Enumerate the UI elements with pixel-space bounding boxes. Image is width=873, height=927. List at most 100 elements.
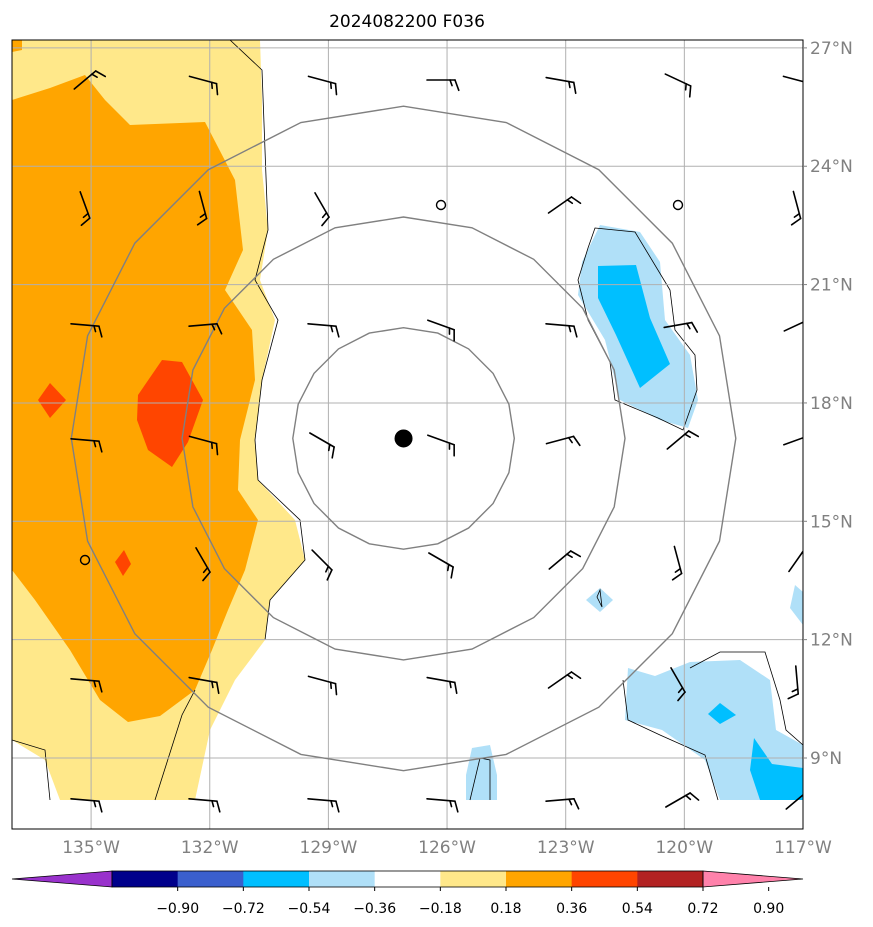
wind-barb — [547, 671, 582, 689]
positive-anomaly-strong-region — [137, 360, 203, 467]
wind-barb — [314, 192, 330, 227]
wind-barb — [307, 797, 340, 813]
latitude-label: 18°N — [810, 394, 853, 414]
wind-barb — [426, 79, 460, 92]
wind-barb — [196, 190, 208, 226]
map-title: 2024082200 F036 — [329, 12, 485, 32]
colorbar-tick-label: 0.36 — [556, 901, 587, 917]
wind-barb — [70, 322, 103, 338]
wind-barb — [188, 435, 219, 456]
range-ring — [181, 216, 626, 661]
colorbar: −0.90 −0.72 −0.54 −0.36 −0.18 0.18 0.36 0.54 0.7… — [11, 870, 804, 917]
longitude-label: 117°W — [774, 838, 832, 858]
wind-barb — [545, 435, 581, 447]
storm-center-marker — [394, 429, 413, 448]
negative-anomaly-small-patch — [586, 588, 613, 612]
wind-barb — [782, 75, 803, 83]
colorbar-tick-label: −0.90 — [156, 901, 199, 917]
negative-anomaly-core-ne — [598, 265, 670, 388]
negative-anomaly-core-spot — [708, 703, 736, 724]
wind-barb — [547, 196, 582, 214]
wind-barb — [195, 547, 211, 582]
colorbar-bin — [506, 871, 573, 887]
wind-barb — [788, 550, 803, 573]
latitude-label: 24°N — [810, 157, 853, 177]
calm-wind-marker — [79, 554, 91, 566]
colorbar-tick-label: −0.72 — [222, 901, 265, 917]
wind-barb — [307, 322, 340, 338]
negative-anomaly-south-patch — [466, 745, 497, 800]
wind-barb — [311, 549, 333, 581]
colorbar-extend-high — [702, 870, 804, 888]
latitude-label: 12°N — [810, 631, 853, 651]
wind-barb — [188, 322, 223, 335]
colorbar-bin — [112, 871, 179, 887]
wind-barb — [664, 73, 692, 98]
wind-barb — [70, 677, 103, 693]
colorbar-tick-label: −0.18 — [419, 901, 462, 917]
map-panel — [12, 40, 803, 829]
latitude-label: 21°N — [810, 276, 853, 296]
contour-lines — [12, 40, 803, 801]
map-frame — [11, 39, 804, 830]
latitude-label: 27°N — [810, 39, 853, 59]
wind-barb — [790, 190, 802, 226]
latitude-label: 15°N — [810, 512, 853, 532]
negative-anomaly-east-edge — [790, 585, 803, 625]
colorbar-tick-label: 0.54 — [622, 901, 653, 917]
wind-barb — [70, 437, 103, 453]
colorbar-bin — [374, 871, 441, 887]
wind-barb — [783, 321, 803, 332]
negative-anomaly-core-se — [750, 738, 803, 800]
wind-barb — [787, 665, 800, 700]
colorbar-bin — [571, 871, 638, 887]
colorbar-tick-label: 0.90 — [753, 901, 784, 917]
longitude-label: 132°W — [181, 838, 239, 858]
wind-barb — [307, 75, 338, 96]
colorbar-tick-label: 0.18 — [490, 901, 521, 917]
calm-wind-marker — [672, 199, 684, 211]
wind-barb — [548, 550, 582, 570]
wind-barb — [665, 792, 700, 808]
colorbar-bin — [177, 871, 244, 887]
wind-barb — [783, 436, 803, 446]
range-ring — [292, 326, 516, 550]
wind-barb — [307, 675, 338, 696]
colorbar-frame — [111, 870, 704, 888]
colorbar-extend-low — [11, 870, 113, 888]
wind-barb — [670, 667, 686, 702]
colorbar-bin — [440, 871, 507, 887]
wind-barb — [428, 552, 454, 579]
longitude-label: 135°W — [62, 838, 120, 858]
positive-anomaly-mid-region — [12, 75, 258, 722]
longitude-label: 120°W — [655, 838, 713, 858]
wind-barb — [426, 797, 459, 813]
wind-barbs — [70, 70, 803, 813]
positive-anomaly-corner — [12, 40, 22, 52]
wind-barb — [426, 676, 458, 695]
wind-barb — [427, 434, 455, 457]
positive-anomaly-strong-spot-west — [38, 383, 66, 418]
wind-barb — [671, 545, 683, 581]
wind-barb — [188, 75, 219, 96]
wind-barb — [545, 76, 577, 95]
positive-anomaly-strong-spot-south — [115, 550, 131, 576]
colorbar-tick-label: 0.72 — [687, 901, 718, 917]
colorbar-tick-label: −0.36 — [353, 901, 396, 917]
wind-barb — [188, 676, 220, 695]
wind-barb — [73, 70, 107, 90]
calm-wind-marker — [435, 199, 447, 211]
wind-barb — [70, 797, 103, 813]
colorbar-bin — [243, 871, 310, 887]
colorbar-bin — [309, 871, 376, 887]
wind-barb — [545, 322, 578, 338]
wind-barb — [79, 191, 91, 227]
wind-barb — [545, 797, 580, 810]
wind-barb — [188, 797, 221, 813]
latitude-axis: 27°N 24°N 21°N 18°N 15°N 12°N 9°N — [803, 39, 853, 769]
longitude-axis: 135°W 132°W 129°W 126°W 123°W 120°W 117°W — [62, 838, 832, 858]
wind-barb — [663, 321, 699, 333]
wind-barb — [666, 430, 700, 450]
longitude-label: 126°W — [418, 838, 476, 858]
